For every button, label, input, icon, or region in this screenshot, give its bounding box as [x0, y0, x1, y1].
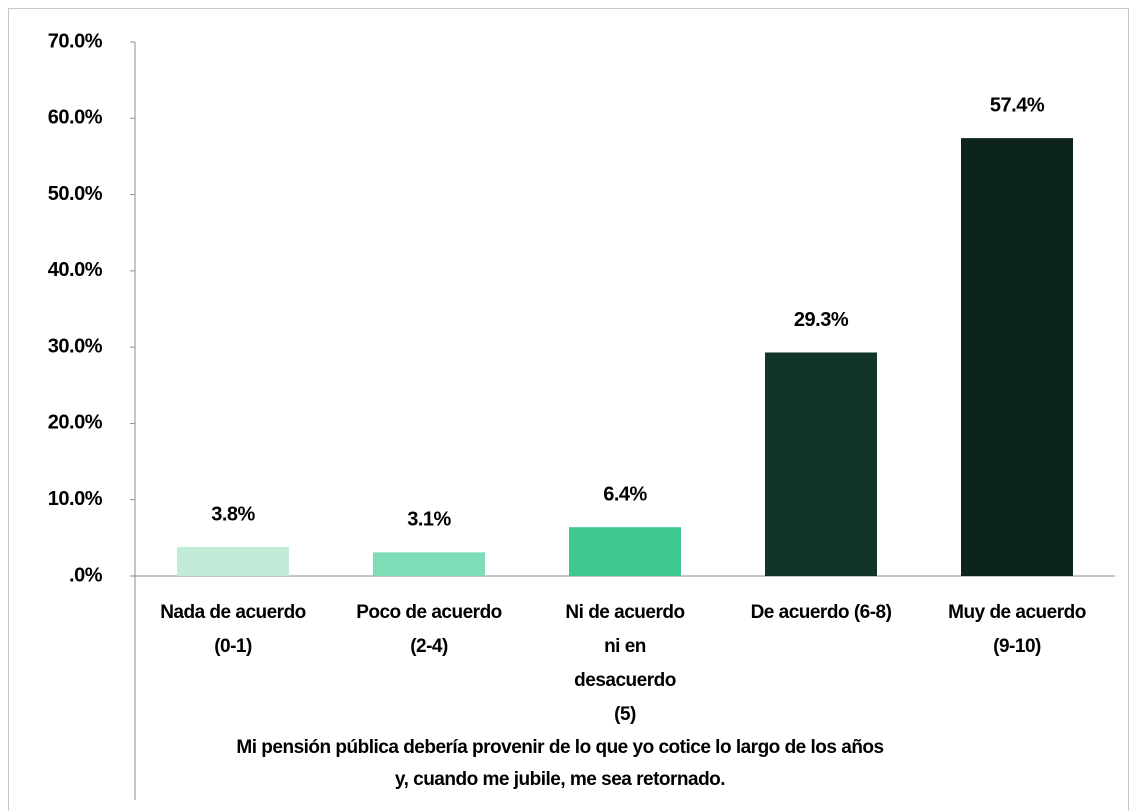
- bar: [569, 527, 681, 576]
- x-tick-label: De acuerdo (6-8): [750, 602, 892, 623]
- y-tick-label: 70.0%: [48, 30, 103, 52]
- y-tick-label: 20.0%: [48, 412, 103, 434]
- data-label: 6.4%: [603, 483, 647, 505]
- bar: [765, 352, 877, 576]
- bar: [177, 547, 289, 576]
- bar: [373, 552, 485, 576]
- y-tick-label: 10.0%: [48, 488, 103, 510]
- x-tick-label: Ni de acuerdo ni en desacuerdo (5): [565, 602, 685, 725]
- x-tick-label: Muy de acuerdo (9-10): [948, 602, 1086, 657]
- chart-border: [8, 8, 1129, 811]
- y-tick-label: 40.0%: [48, 259, 103, 281]
- data-label: 3.1%: [407, 509, 451, 531]
- x-tick-label: Poco de acuerdo (2-4): [356, 602, 502, 657]
- x-axis-title: Mi pensión pública debería provenir de l…: [236, 737, 884, 790]
- x-tick-label: Nada de acuerdo (0-1): [160, 602, 306, 657]
- y-tick-label: 60.0%: [48, 107, 103, 129]
- data-label: 3.8%: [211, 503, 255, 525]
- y-tick-label: 50.0%: [48, 183, 103, 205]
- data-label: 29.3%: [794, 309, 849, 331]
- data-label: 57.4%: [990, 94, 1045, 116]
- y-tick-label: 30.0%: [48, 335, 103, 357]
- bar: [961, 138, 1073, 576]
- y-tick-label: .0%: [69, 564, 103, 586]
